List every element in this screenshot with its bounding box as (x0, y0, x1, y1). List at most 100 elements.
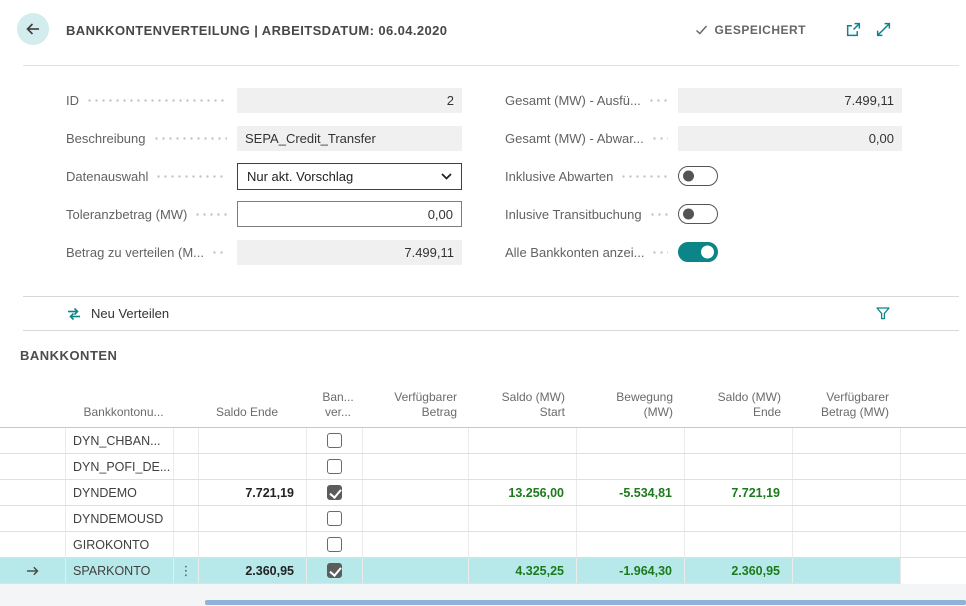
action-bar: Neu Verteilen (23, 296, 959, 331)
dotted-leader (194, 212, 227, 216)
cell-saldo-ende (199, 506, 307, 531)
cell-row-menu (174, 428, 199, 453)
header-verfuegbarer-betrag[interactable]: Verfügbarer Betrag (394, 390, 457, 419)
save-status-label: GESPEICHERT (714, 23, 806, 37)
cell-row-menu (174, 532, 199, 557)
cell-saldo-mw-start (469, 532, 577, 557)
open-in-new-window-icon[interactable] (845, 21, 863, 39)
cell-verfuegbarer-betrag (363, 480, 469, 505)
table-row-selected[interactable]: SPARKONTO ⋮ 2.360,95 4.325,25 -1.964,30 … (0, 558, 966, 584)
dotted-leader (648, 212, 668, 216)
header-saldo-ende[interactable]: Saldo Ende (215, 405, 279, 419)
header-extra-col (901, 385, 966, 427)
cell-saldo-mw-ende (685, 506, 793, 531)
beschreibung-label: Beschreibung (66, 130, 146, 146)
dotted-leader (650, 136, 668, 140)
toleranzbetrag-input[interactable] (237, 201, 462, 227)
row-indicator-cell (0, 532, 66, 557)
betrag-zu-verteilen-field: 7.499,11 (237, 239, 462, 265)
bank-verwenden-checkbox[interactable] (327, 433, 342, 448)
bank-verwenden-checkbox[interactable] (327, 485, 342, 500)
arrow-left-icon (24, 20, 42, 38)
cell-bewegung-mw (577, 532, 685, 557)
back-button[interactable] (17, 13, 49, 45)
cell-bankkonto-name: DYN_CHBAN... (66, 428, 174, 453)
field-row-toleranzbetrag: Toleranzbetrag (MW) (66, 201, 462, 227)
vertical-ellipsis-icon[interactable]: ⋮ (179, 563, 193, 578)
datenauswahl-label: Datenauswahl (66, 168, 149, 184)
cell-bankkonto-name: GIROKONTO (66, 532, 174, 557)
field-row-beschreibung: Beschreibung SEPA_Credit_Transfer (66, 125, 462, 151)
field-row-datenauswahl: Datenauswahl Nur akt. Vorschlag (66, 162, 462, 190)
gesamt-abwarten-label: Gesamt (MW) - Abwar... (505, 130, 644, 146)
id-label: ID (66, 92, 79, 108)
arrow-right-icon (25, 564, 40, 578)
header-verfuegbarer-betrag-mw[interactable]: Verfügbarer Betrag (MW) (820, 390, 889, 419)
beschreibung-field: SEPA_Credit_Transfer (237, 125, 462, 151)
cell-saldo-ende: 2.360,95 (199, 558, 307, 583)
table-row[interactable]: DYNDEMO 7.721,19 13.256,00 -5.534,81 7.7… (0, 480, 966, 506)
cell-saldo-ende (199, 532, 307, 557)
field-row-gesamt-ausfuehren: Gesamt (MW) - Ausfü... 7.499,11 (505, 87, 902, 113)
field-row-inklusive-transitbuchung: Inlusive Transitbuchung (505, 201, 902, 227)
funnel-icon (875, 306, 891, 321)
toleranzbetrag-label: Toleranzbetrag (MW) (66, 206, 188, 222)
neu-verteilen-button[interactable]: Neu Verteilen (66, 306, 169, 322)
cell-bank-verwenden (307, 454, 363, 479)
filter-button[interactable] (875, 306, 891, 321)
cell-extra (901, 454, 966, 479)
alle-bankkonten-toggle[interactable] (678, 242, 718, 262)
inklusive-abwarten-toggle[interactable] (678, 166, 718, 186)
table-row[interactable]: DYN_CHBAN... (0, 428, 966, 454)
datenauswahl-selected-value: Nur akt. Vorschlag (247, 168, 354, 184)
datenauswahl-select[interactable]: Nur akt. Vorschlag (237, 162, 462, 190)
cell-row-menu (174, 480, 199, 505)
cell-saldo-mw-ende: 7.721,19 (685, 480, 793, 505)
gesamt-abwarten-field: 0,00 (678, 125, 902, 151)
table-footer-area (0, 584, 966, 606)
horizontal-scrollbar[interactable] (205, 600, 966, 605)
inklusive-transitbuchung-label: Inlusive Transitbuchung (505, 206, 642, 222)
cell-extra (901, 532, 966, 557)
header-divider (23, 65, 959, 66)
row-indicator-cell (0, 428, 66, 453)
dotted-leader (152, 136, 227, 140)
cell-verfuegbarer-betrag-mw (793, 506, 901, 531)
table-row[interactable]: GIROKONTO (0, 532, 966, 558)
toggle-knob (701, 245, 714, 259)
bank-verwenden-checkbox[interactable] (327, 511, 342, 526)
field-row-gesamt-abwarten: Gesamt (MW) - Abwar... 0,00 (505, 125, 902, 151)
table-row[interactable]: DYN_POFI_DE... (0, 454, 966, 480)
dotted-leader (211, 250, 227, 254)
cell-bank-verwenden (307, 532, 363, 557)
bank-verwenden-checkbox[interactable] (327, 459, 342, 474)
cell-verfuegbarer-betrag-mw (793, 428, 901, 453)
row-indicator-cell (0, 480, 66, 505)
expand-icon[interactable] (875, 21, 893, 39)
cell-saldo-mw-start (469, 454, 577, 479)
id-field: 2 (237, 87, 462, 113)
header-bewegung-mw[interactable]: Bewegung (MW) (616, 390, 673, 419)
cell-verfuegbarer-betrag-mw (793, 454, 901, 479)
row-indicator-cell (0, 558, 66, 583)
cell-verfuegbarer-betrag-mw (793, 532, 901, 557)
inklusive-transitbuchung-toggle[interactable] (678, 204, 718, 224)
cell-extra (901, 558, 966, 584)
header-saldo-mw-ende[interactable]: Saldo (MW) Ende (717, 390, 781, 419)
cell-saldo-mw-start (469, 428, 577, 453)
table-row[interactable]: DYNDEMOUSD (0, 506, 966, 532)
header-menu-col (174, 385, 199, 427)
header-bank-verwenden[interactable]: Ban... ver... (322, 390, 354, 419)
cell-bank-verwenden (307, 428, 363, 453)
bank-verwenden-checkbox[interactable] (327, 563, 342, 578)
chevron-down-icon (441, 172, 452, 180)
cell-bankkonto-name: DYNDEMOUSD (66, 506, 174, 531)
field-row-betrag-zu-verteilen: Betrag zu verteilen (M... 7.499,11 (66, 239, 462, 265)
header-indicator (0, 385, 66, 427)
gesamt-ausfuehren-field: 7.499,11 (678, 87, 902, 113)
header-saldo-mw-start[interactable]: Saldo (MW) Start (501, 390, 565, 419)
cell-bank-verwenden (307, 480, 363, 505)
bank-verwenden-checkbox[interactable] (327, 537, 342, 552)
header-bankkontonummer[interactable]: Bankkontonu... (83, 405, 164, 419)
